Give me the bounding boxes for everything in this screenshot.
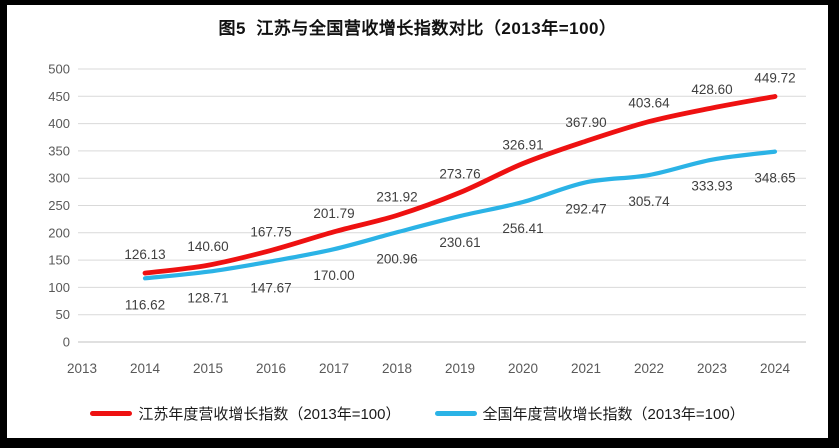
svg-text:167.75: 167.75 xyxy=(250,224,291,239)
svg-text:449.72: 449.72 xyxy=(754,70,795,85)
legend-item-jiangsu: 江苏年度营收增长指数（2013年=100） xyxy=(90,403,401,424)
svg-text:50: 50 xyxy=(56,307,70,322)
svg-text:2024: 2024 xyxy=(760,361,791,376)
svg-text:147.67: 147.67 xyxy=(250,280,291,295)
svg-text:140.60: 140.60 xyxy=(187,239,228,254)
svg-text:305.74: 305.74 xyxy=(628,194,670,209)
svg-text:0: 0 xyxy=(63,335,70,350)
svg-text:350: 350 xyxy=(48,143,70,158)
svg-text:231.92: 231.92 xyxy=(376,189,417,204)
svg-text:333.93: 333.93 xyxy=(691,179,732,194)
svg-text:2013: 2013 xyxy=(67,361,97,376)
svg-text:201.79: 201.79 xyxy=(313,206,354,221)
svg-text:2018: 2018 xyxy=(382,361,412,376)
svg-text:2016: 2016 xyxy=(256,361,286,376)
svg-text:2023: 2023 xyxy=(697,361,727,376)
svg-text:170.00: 170.00 xyxy=(313,268,354,283)
svg-text:200.96: 200.96 xyxy=(376,251,417,266)
jiangsu-series-label: 江苏年度营收增长指数（2013年=100） xyxy=(138,406,401,423)
svg-text:128.71: 128.71 xyxy=(187,291,228,306)
svg-text:400: 400 xyxy=(48,116,70,131)
svg-text:292.47: 292.47 xyxy=(565,201,606,216)
svg-text:2015: 2015 xyxy=(193,361,223,376)
svg-text:2019: 2019 xyxy=(445,361,475,376)
svg-text:100: 100 xyxy=(48,280,70,295)
chart-canvas: 图5 江苏与全国营收增长指数对比（2013年=100） 0 50 100 150 200… xyxy=(7,5,828,438)
chart-title: 图5 江苏与全国营收增长指数对比（2013年=100） xyxy=(218,19,617,38)
svg-text:2022: 2022 xyxy=(634,361,664,376)
svg-text:428.60: 428.60 xyxy=(691,82,732,97)
svg-text:116.62: 116.62 xyxy=(125,297,165,312)
svg-text:450: 450 xyxy=(48,89,70,104)
svg-text:256.41: 256.41 xyxy=(502,221,543,236)
svg-text:230.61: 230.61 xyxy=(439,235,480,250)
svg-text:250: 250 xyxy=(48,198,70,213)
svg-text:273.76: 273.76 xyxy=(439,167,480,182)
svg-text:200: 200 xyxy=(48,225,70,240)
legend-item-national: 全国年度营收增长指数（2013年=100） xyxy=(434,403,745,424)
svg-text:348.65: 348.65 xyxy=(754,171,795,186)
svg-text:2017: 2017 xyxy=(319,361,349,376)
svg-text:300: 300 xyxy=(48,171,70,186)
svg-text:326.91: 326.91 xyxy=(502,138,543,153)
svg-text:2014: 2014 xyxy=(130,361,161,376)
line-chart-plot-area: 0 50 100 150 200 250 300 350 400 450 500 2013 2014 20… xyxy=(48,62,806,376)
national-series-label: 全国年度营收增长指数（2013年=100） xyxy=(482,406,745,423)
svg-text:367.90: 367.90 xyxy=(565,115,606,130)
svg-text:2020: 2020 xyxy=(508,361,538,376)
svg-text:403.64: 403.64 xyxy=(628,96,670,111)
svg-text:2021: 2021 xyxy=(571,361,601,376)
svg-text:126.13: 126.13 xyxy=(124,247,165,262)
svg-text:500: 500 xyxy=(48,62,70,77)
jiangsu-series-line-icon xyxy=(90,411,133,416)
national-series-line-icon xyxy=(434,411,477,416)
svg-text:150: 150 xyxy=(48,253,70,268)
chart-legend: 江苏年度营收增长指数（2013年=100） 全国年度营收增长指数（2013年=1… xyxy=(7,403,828,424)
